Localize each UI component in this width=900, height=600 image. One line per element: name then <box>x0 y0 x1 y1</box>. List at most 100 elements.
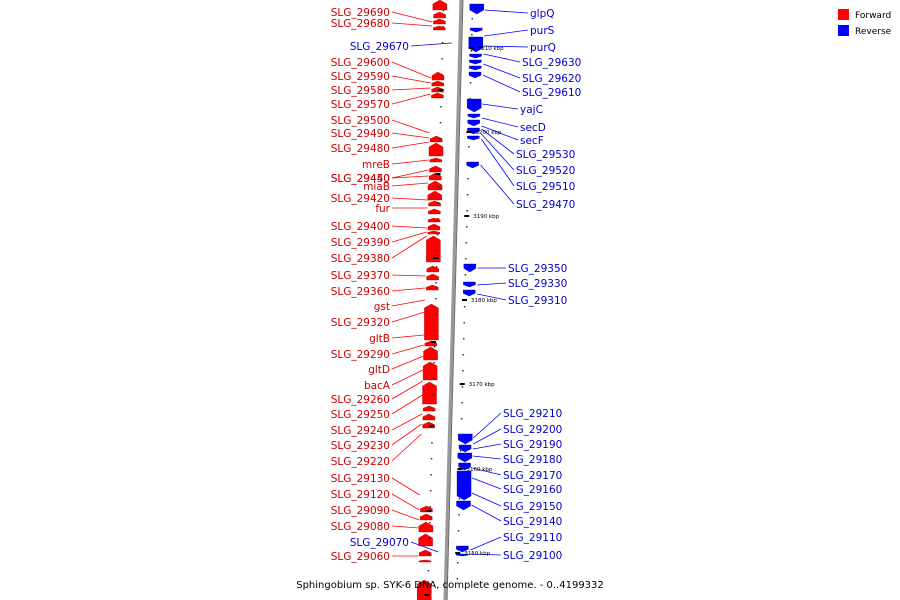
forward-gene-8[interactable] <box>430 135 443 143</box>
forward-gene-19[interactable] <box>427 230 440 235</box>
forward-gene-26[interactable] <box>423 346 438 361</box>
forward-gene-label-6[interactable]: SLG_29500 <box>331 115 390 127</box>
forward-gene-label-19[interactable]: SLG_29360 <box>331 286 390 298</box>
forward-gene-14[interactable] <box>427 190 442 201</box>
reverse-gene-5[interactable] <box>468 65 482 71</box>
reverse-gene-label-22[interactable]: SLG_29150 <box>503 501 562 513</box>
forward-gene-label-13[interactable]: SLG_29420 <box>331 193 390 205</box>
reverse-gene-16[interactable] <box>458 433 473 445</box>
left-reverse-gene-label-0[interactable]: SLG_29670 <box>350 41 409 53</box>
reverse-gene-label-15[interactable]: SLG_29310 <box>508 295 567 307</box>
reverse-gene-label-2[interactable]: purQ <box>530 42 556 54</box>
reverse-gene-15[interactable] <box>462 289 476 297</box>
reverse-gene-label-4[interactable]: SLG_29620 <box>522 73 581 85</box>
reverse-gene-label-12[interactable]: SLG_29470 <box>516 199 575 211</box>
forward-gene-label-11[interactable]: SLG_29440 <box>331 173 390 185</box>
forward-gene-label-21[interactable]: SLG_29320 <box>331 317 390 329</box>
reverse-gene-label-5[interactable]: SLG_29610 <box>522 87 581 99</box>
forward-gene-15[interactable] <box>428 200 441 207</box>
left-reverse-gene-label-1[interactable]: SLG_29070 <box>350 537 409 549</box>
forward-gene-label-14[interactable]: fur <box>375 203 390 215</box>
reverse-gene-label-3[interactable]: SLG_29630 <box>522 57 581 69</box>
reverse-gene-1[interactable] <box>470 27 483 33</box>
forward-gene-24[interactable] <box>424 303 439 341</box>
reverse-gene-11[interactable] <box>467 135 480 141</box>
reverse-gene-label-23[interactable]: SLG_29140 <box>503 516 562 528</box>
forward-gene-label-33[interactable]: SLG_29090 <box>331 505 390 517</box>
reverse-gene-12[interactable] <box>466 161 479 169</box>
reverse-gene-label-1[interactable]: purS <box>530 25 555 37</box>
forward-gene-0[interactable] <box>432 0 448 11</box>
reverse-gene-label-0[interactable]: glpQ <box>530 8 555 20</box>
forward-gene-label-7[interactable]: SLG_29490 <box>331 128 390 140</box>
reverse-gene-label-6[interactable]: yajC <box>520 104 543 116</box>
forward-gene-label-18[interactable]: SLG_29370 <box>331 270 390 282</box>
forward-gene-label-15[interactable]: SLG_29400 <box>331 221 390 233</box>
reverse-gene-0[interactable] <box>469 3 484 15</box>
reverse-gene-22[interactable] <box>456 545 469 553</box>
reverse-gene-label-19[interactable]: SLG_29180 <box>503 454 562 466</box>
forward-gene-label-30[interactable]: SLG_29220 <box>331 456 390 468</box>
forward-gene-label-26[interactable]: SLG_29260 <box>331 394 390 406</box>
forward-gene-10[interactable] <box>429 157 442 163</box>
forward-gene-label-31[interactable]: SLG_29130 <box>331 473 390 485</box>
forward-gene-label-20[interactable]: gst <box>374 301 390 313</box>
reverse-gene-label-18[interactable]: SLG_29190 <box>503 439 562 451</box>
forward-gene-label-17[interactable]: SLG_29380 <box>331 253 390 265</box>
reverse-gene-label-10[interactable]: SLG_29520 <box>516 165 575 177</box>
reverse-gene-label-14[interactable]: SLG_29330 <box>508 278 567 290</box>
forward-gene-7[interactable] <box>431 92 444 99</box>
forward-gene-label-3[interactable]: SLG_29590 <box>331 71 390 83</box>
forward-gene-27[interactable] <box>422 361 438 381</box>
reverse-gene-label-11[interactable]: SLG_29510 <box>516 181 575 193</box>
forward-gene-label-16[interactable]: SLG_29390 <box>331 237 390 249</box>
forward-gene-label-23[interactable]: SLG_29290 <box>331 349 390 361</box>
reverse-gene-label-8[interactable]: secF <box>520 135 544 147</box>
reverse-gene-label-16[interactable]: SLG_29210 <box>503 408 562 420</box>
forward-gene-2[interactable] <box>433 18 446 25</box>
reverse-gene-7[interactable] <box>466 98 482 113</box>
forward-gene-37[interactable] <box>418 559 432 563</box>
reverse-gene-label-24[interactable]: SLG_29110 <box>503 532 562 544</box>
forward-gene-29[interactable] <box>422 405 436 412</box>
forward-gene-label-12[interactable]: miaB <box>363 181 390 193</box>
forward-gene-22[interactable] <box>426 273 439 281</box>
forward-gene-13[interactable] <box>427 180 443 191</box>
forward-gene-label-9[interactable]: mreB <box>362 159 390 171</box>
forward-gene-label-25[interactable]: bacA <box>364 380 391 392</box>
reverse-gene-17[interactable] <box>458 444 472 453</box>
reverse-gene-label-20[interactable]: SLG_29170 <box>503 470 562 482</box>
reverse-gene-label-9[interactable]: SLG_29530 <box>516 149 575 161</box>
reverse-gene-label-7[interactable]: secD <box>520 122 546 134</box>
forward-gene-16[interactable] <box>428 208 441 215</box>
forward-gene-20[interactable] <box>426 235 441 263</box>
forward-gene-label-34[interactable]: SLG_29080 <box>331 521 390 533</box>
forward-gene-label-1[interactable]: SLG_29680 <box>331 18 390 30</box>
forward-gene-label-0[interactable]: SLG_29690 <box>331 7 390 19</box>
forward-gene-23[interactable] <box>426 284 439 291</box>
forward-gene-label-24[interactable]: gltD <box>368 364 390 376</box>
forward-gene-label-5[interactable]: SLG_29570 <box>331 99 390 111</box>
forward-gene-30[interactable] <box>422 413 436 421</box>
forward-gene-1[interactable] <box>433 11 446 19</box>
forward-gene-label-22[interactable]: gltB <box>369 333 390 345</box>
forward-gene-21[interactable] <box>426 265 440 273</box>
forward-gene-label-28[interactable]: SLG_29240 <box>331 425 390 437</box>
forward-gene-18[interactable] <box>427 223 441 231</box>
reverse-gene-14[interactable] <box>463 281 476 288</box>
forward-gene-label-29[interactable]: SLG_29230 <box>331 440 390 452</box>
reverse-gene-23[interactable] <box>456 553 469 557</box>
forward-gene-label-27[interactable]: SLG_29250 <box>331 409 390 421</box>
forward-gene-label-2[interactable]: SLG_29600 <box>331 57 390 69</box>
reverse-gene-20[interactable] <box>456 470 472 501</box>
reverse-gene-4[interactable] <box>469 59 482 65</box>
forward-gene-5[interactable] <box>431 80 444 87</box>
reverse-gene-9[interactable] <box>467 119 480 127</box>
reverse-gene-label-25[interactable]: SLG_29100 <box>503 550 562 562</box>
forward-gene-label-8[interactable]: SLG_29480 <box>331 143 390 155</box>
forward-gene-33[interactable] <box>420 513 433 521</box>
forward-gene-28[interactable] <box>422 381 437 405</box>
reverse-gene-21[interactable] <box>456 500 471 511</box>
reverse-gene-label-21[interactable]: SLG_29160 <box>503 484 562 496</box>
forward-gene-label-10[interactable]: SLG_29450 <box>331 173 390 185</box>
